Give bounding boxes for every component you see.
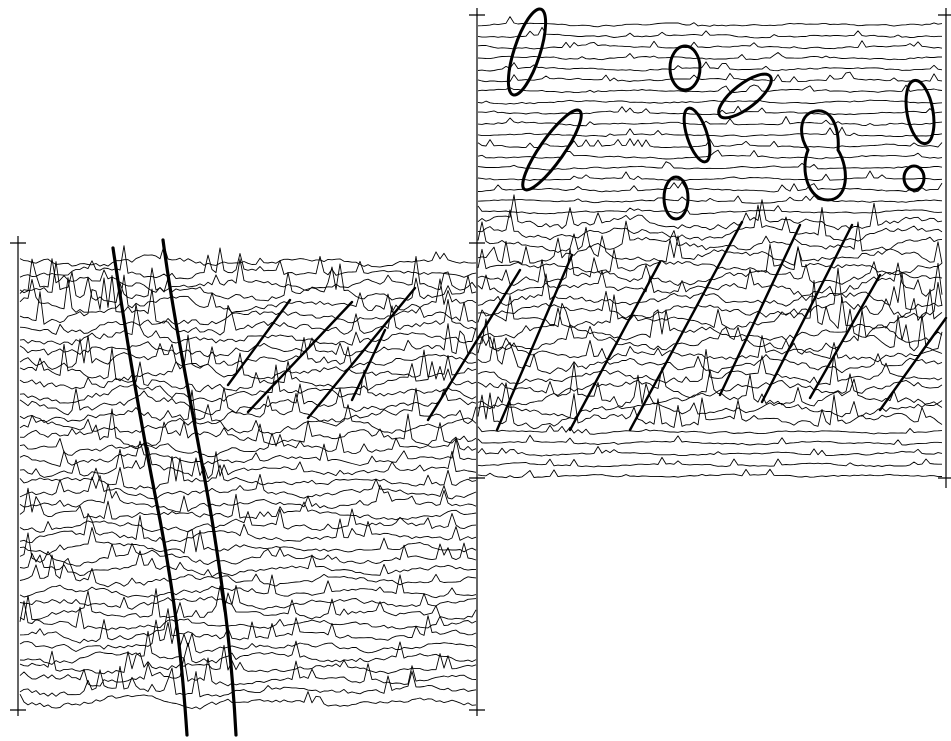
trace <box>478 195 942 230</box>
trace <box>478 182 942 192</box>
trace <box>478 363 942 408</box>
trace <box>478 100 942 104</box>
trace <box>20 246 476 267</box>
dip-stroke <box>762 225 852 402</box>
trace <box>478 469 942 478</box>
trace <box>20 439 476 467</box>
trace <box>20 433 476 457</box>
trace <box>20 484 476 512</box>
trace <box>20 509 476 532</box>
trace <box>20 514 476 543</box>
trace <box>478 393 942 429</box>
trace <box>20 365 476 403</box>
trace <box>478 338 942 374</box>
interpretation <box>113 5 946 735</box>
trace <box>478 447 942 457</box>
trace <box>478 425 942 434</box>
dip-stroke <box>880 318 946 410</box>
trace <box>478 402 942 419</box>
trace <box>478 196 942 204</box>
trace <box>478 27 942 38</box>
trace <box>20 645 476 674</box>
trace <box>20 533 476 566</box>
dip-stroke <box>308 288 415 418</box>
corner-ticks <box>10 15 951 710</box>
trace <box>478 106 942 114</box>
trace <box>478 244 942 274</box>
trace <box>20 300 476 336</box>
trace <box>478 41 942 49</box>
trace <box>478 310 942 354</box>
body <box>712 67 777 125</box>
fault-line <box>163 240 236 735</box>
trace <box>20 344 476 382</box>
body <box>802 111 846 200</box>
trace <box>478 332 942 362</box>
page: (() => { const svg = document.getElement… <box>0 0 951 741</box>
body <box>515 104 590 196</box>
trace <box>20 457 476 490</box>
trace <box>478 62 942 71</box>
trace <box>478 350 942 385</box>
trace <box>20 666 476 697</box>
profile-drawing <box>0 0 951 741</box>
trace <box>20 474 476 499</box>
trace <box>20 361 476 391</box>
trace <box>20 692 476 710</box>
trace <box>20 246 476 279</box>
trace <box>20 405 476 435</box>
trace <box>478 17 942 27</box>
trace <box>478 53 942 60</box>
trace <box>20 586 476 620</box>
dip-stroke <box>720 225 800 395</box>
trace <box>478 117 942 126</box>
trace <box>478 435 942 445</box>
trace <box>20 528 476 555</box>
trace <box>478 72 942 82</box>
trace <box>478 236 942 265</box>
trace <box>478 457 942 467</box>
trace <box>478 85 942 93</box>
trace <box>20 620 476 653</box>
trace <box>478 162 942 170</box>
trace <box>20 586 476 610</box>
bodies <box>501 5 939 219</box>
